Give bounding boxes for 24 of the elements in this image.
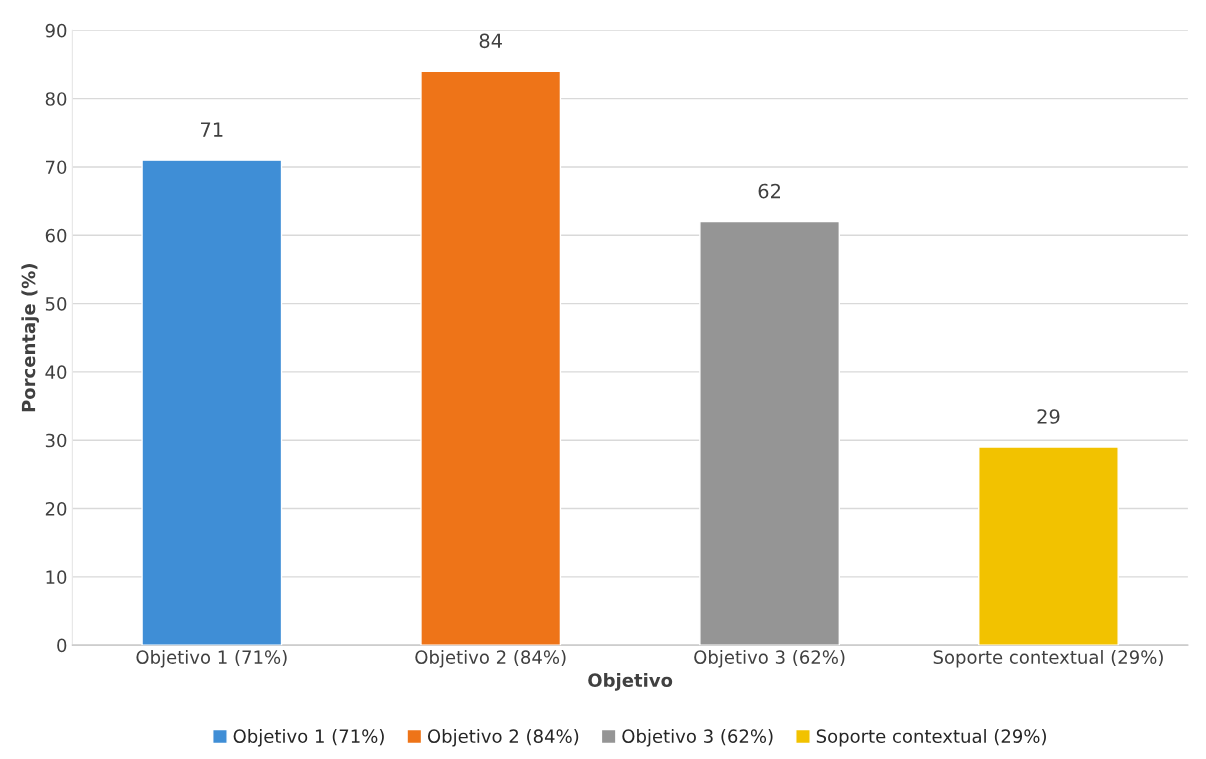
- y-axis-title: Porcentaje (%): [21, 264, 39, 412]
- x-axis-title: Objetivo: [588, 673, 673, 691]
- y-tick-label: 40: [45, 365, 67, 380]
- data-label: 84: [479, 33, 502, 49]
- y-tick-label: 90: [45, 23, 67, 38]
- data-label: 29: [1037, 409, 1060, 424]
- data-label: 71: [201, 122, 223, 137]
- x-tick-label: Objetivo 2 (84%): [415, 650, 566, 668]
- legend-label: Soporte contextual (29%): [816, 729, 1046, 747]
- y-tick-label: 10: [46, 570, 67, 584]
- legend-label: Objetivo 2 (84%): [427, 729, 579, 747]
- x-tick-label: Objetivo 1 (71%): [136, 650, 287, 668]
- y-tick-label: 0: [57, 638, 67, 653]
- legend-label: Objetivo 1 (71%): [233, 729, 384, 747]
- y-tick-label: 20: [45, 501, 67, 516]
- y-tick-label: 70: [46, 160, 67, 175]
- x-tick-label: Objetivo 3 (62%): [694, 650, 845, 668]
- y-tick-label: 30: [45, 433, 67, 448]
- legend-label: Objetivo 3 (62%): [622, 729, 773, 747]
- data-label: 62: [758, 183, 780, 199]
- y-tick-label: 50: [45, 297, 67, 311]
- x-tick-label: Soporte contextual (29%): [933, 650, 1163, 668]
- y-tick-label: 60: [45, 228, 67, 243]
- y-tick-label: 80: [45, 92, 67, 106]
